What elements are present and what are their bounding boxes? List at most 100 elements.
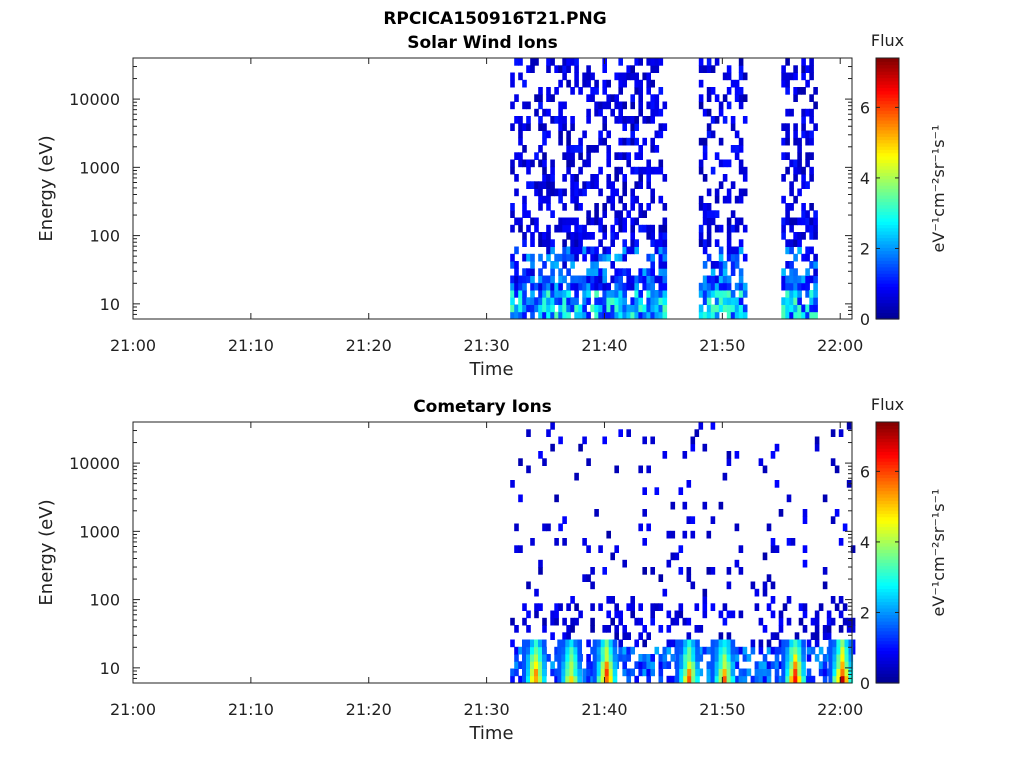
- heat-cell: [618, 137, 623, 146]
- colorbar-step: [876, 598, 899, 603]
- heat-cell: [542, 311, 547, 320]
- colorbar-step: [876, 181, 899, 186]
- heat-cell: [738, 610, 744, 619]
- colorbar-step: [876, 172, 899, 177]
- heat-cell: [758, 646, 764, 655]
- heat-cell: [526, 210, 531, 218]
- heat-cell: [726, 304, 732, 313]
- heat-cell: [742, 116, 748, 124]
- heat-cell: [658, 195, 664, 204]
- heat-cell: [590, 581, 595, 590]
- heat-cell: [561, 668, 566, 677]
- x-tick-label: 21:20: [346, 700, 392, 719]
- heat-cell: [638, 210, 643, 218]
- heat-cell: [558, 523, 563, 532]
- heat-cell: [726, 72, 732, 81]
- heat-cell: [618, 253, 623, 262]
- heat-cell: [710, 275, 716, 284]
- x-tick-label: 21:40: [581, 336, 627, 355]
- heat-cell: [586, 210, 591, 218]
- heat-cell: [594, 311, 599, 320]
- heat-cell: [550, 297, 555, 305]
- heat-cell: [570, 58, 575, 66]
- heat-cell: [582, 72, 587, 81]
- heat-cell: [789, 217, 794, 226]
- heat-cell: [638, 465, 643, 474]
- heat-cell: [662, 217, 668, 226]
- heat-cell: [781, 232, 786, 240]
- heat-cell: [518, 304, 523, 313]
- heat-cell: [698, 137, 704, 146]
- heat-cell: [542, 275, 547, 284]
- heat-cell: [832, 654, 837, 662]
- heat-cell: [838, 596, 844, 604]
- heat-cell: [774, 675, 780, 684]
- heat-cell: [838, 538, 844, 546]
- heat-cell: [702, 239, 708, 247]
- heat-cell: [726, 195, 732, 204]
- heat-cell: [538, 559, 543, 568]
- heat-cell: [793, 65, 798, 73]
- heat-cell: [698, 94, 704, 102]
- heat-cell: [634, 137, 639, 146]
- heat-cell: [710, 166, 716, 175]
- heat-cell: [730, 261, 736, 269]
- colorbar-step: [876, 129, 899, 134]
- heat-cell: [722, 282, 728, 291]
- heat-cell: [594, 268, 599, 276]
- heat-cell: [550, 290, 555, 298]
- heat-cell: [622, 217, 627, 226]
- heat-cell: [793, 87, 798, 95]
- heat-cell: [801, 72, 806, 81]
- heat-cell: [554, 311, 559, 320]
- heat-cell: [770, 661, 776, 669]
- heat-cell: [546, 87, 551, 95]
- heat-cell: [666, 639, 672, 648]
- heat-cell: [638, 311, 643, 320]
- colorbar-step: [876, 185, 899, 190]
- heat-cell: [813, 268, 818, 276]
- heat-cell: [614, 152, 619, 160]
- heat-cell: [570, 195, 575, 204]
- heat-cell: [622, 654, 627, 662]
- heat-cell: [530, 661, 535, 669]
- heat-cell: [738, 65, 744, 73]
- colorbar-step: [876, 61, 899, 66]
- heat-cell: [550, 304, 555, 313]
- heat-cell: [742, 188, 748, 197]
- heat-cell: [662, 654, 668, 662]
- heat-cell: [610, 297, 615, 305]
- heat-cell: [714, 224, 720, 233]
- heat-cell: [726, 646, 732, 655]
- heat-cell: [822, 668, 828, 677]
- heat-cell: [797, 166, 802, 175]
- heat-cell: [813, 210, 818, 218]
- heat-cell: [538, 195, 543, 204]
- heat-cell: [526, 224, 531, 233]
- heat-cell: [598, 101, 603, 110]
- heat-cell: [598, 282, 603, 291]
- heat-cell: [522, 675, 527, 684]
- colorbar-step: [876, 617, 899, 622]
- heat-cell: [844, 661, 850, 669]
- heat-cell: [801, 661, 806, 669]
- heat-cell: [646, 632, 651, 640]
- heat-cell: [774, 632, 780, 640]
- heat-cell: [522, 145, 527, 153]
- heat-cell: [646, 174, 651, 182]
- heat-cell: [510, 275, 515, 284]
- heat-cell: [834, 509, 840, 517]
- heat-cell: [683, 654, 688, 662]
- heat-cell: [542, 661, 547, 669]
- heat-cell: [538, 159, 543, 168]
- heat-cell: [832, 639, 837, 648]
- heat-cell: [738, 282, 744, 291]
- heat-cell: [797, 145, 802, 153]
- heat-cell: [802, 559, 808, 568]
- heat-cell: [514, 268, 519, 276]
- heat-cell: [646, 675, 651, 684]
- colorbar-step: [876, 529, 899, 534]
- heat-cell: [650, 304, 655, 313]
- heat-cell: [530, 232, 535, 240]
